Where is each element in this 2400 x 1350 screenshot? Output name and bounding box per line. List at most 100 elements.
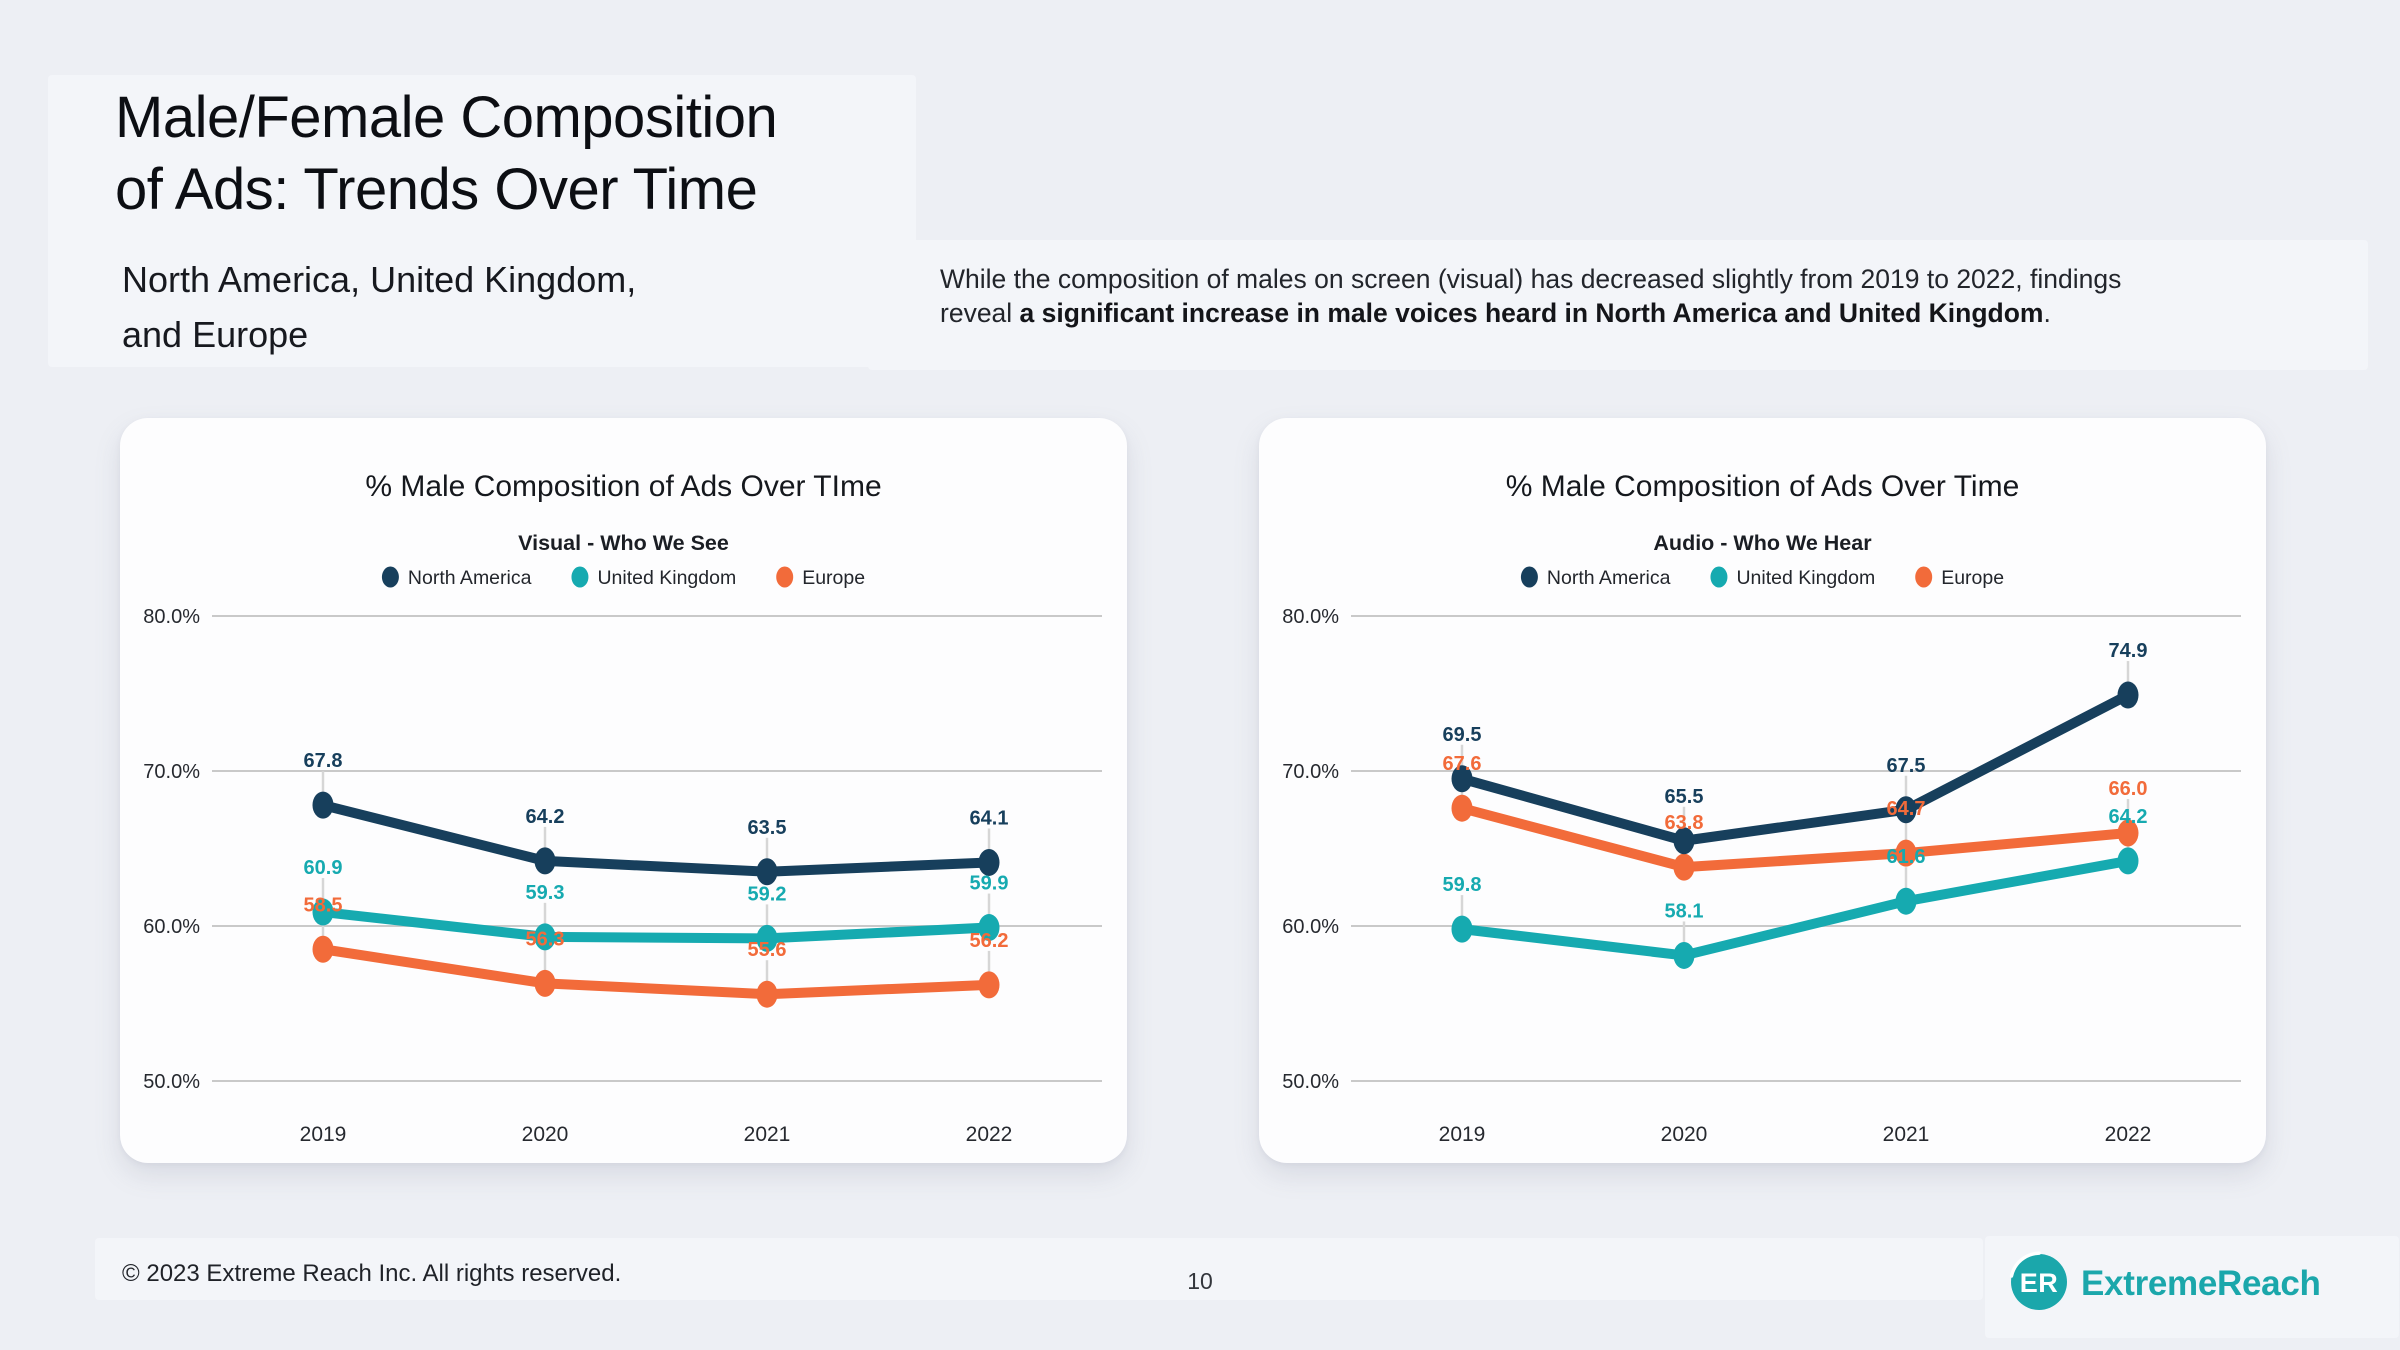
series-line-europe xyxy=(318,944,994,1000)
legend-label-europe: Europe xyxy=(802,567,865,589)
data-point-north-america-2021 xyxy=(756,858,778,886)
data-point-north-america-2022 xyxy=(2117,681,2139,709)
insight-line-2-bold: a significant increase in male voices he… xyxy=(1019,298,2044,328)
x-axis-label: 2019 xyxy=(300,1123,347,1146)
x-axis-label: 2022 xyxy=(966,1123,1013,1146)
legend-label-north-america: North America xyxy=(408,567,532,589)
data-point-europe-2022 xyxy=(978,971,1000,999)
visual-chart-card: % Male Composition of Ads Over TIme Visua… xyxy=(120,418,1127,1163)
data-label-united-kingdom-2022: 59.9 xyxy=(970,873,1009,895)
data-point-united-kingdom-2022 xyxy=(2117,847,2139,875)
data-label-europe-2022: 66.0 xyxy=(2109,778,2148,800)
extremereach-logo-graphic: ER ExtremeReach xyxy=(2009,1251,2321,1310)
x-axis-label: 2021 xyxy=(744,1123,791,1146)
legend-label-north-america: North America xyxy=(1547,567,1671,589)
data-label-united-kingdom-2022: 64.2 xyxy=(2109,806,2148,828)
y-axis-label: 50.0% xyxy=(1282,1071,1339,1093)
audio-chart: % Male Composition of Ads Over Time Audio… xyxy=(1282,470,2241,1146)
chart-subtitle: Visual - Who We See xyxy=(518,531,729,555)
data-label-north-america-2020: 65.5 xyxy=(1665,786,1704,808)
y-axis-label: 60.0% xyxy=(143,916,200,938)
data-point-north-america-2019 xyxy=(1451,765,1473,793)
legend-dot-united-kingdom xyxy=(1710,566,1728,588)
data-label-united-kingdom-2021: 61.6 xyxy=(1887,846,1926,868)
logo-monogram: ER xyxy=(2020,1268,2059,1298)
data-label-united-kingdom-2020: 59.3 xyxy=(526,882,565,904)
data-label-north-america-2019: 69.5 xyxy=(1443,724,1482,746)
chart-legend: North America United Kingdom Europe xyxy=(1520,566,2004,589)
data-label-europe-2019: 58.5 xyxy=(304,894,343,916)
audio-chart-card: % Male Composition of Ads Over Time Audio… xyxy=(1259,418,2266,1163)
data-label-europe-2019: 67.6 xyxy=(1443,753,1482,775)
data-label-north-america-2022: 64.1 xyxy=(970,807,1009,829)
series-line-europe xyxy=(1457,803,2133,873)
series-line-north-america xyxy=(318,800,994,877)
paragraph-background-panel xyxy=(868,240,2368,370)
chart-legend: North America United Kingdom Europe xyxy=(381,566,865,589)
data-point-united-kingdom-2020 xyxy=(1673,941,1695,969)
data-point-united-kingdom-2021 xyxy=(756,924,778,952)
page-title-line-1: Male/Female Composition xyxy=(115,85,778,150)
data-point-europe-2022 xyxy=(2117,819,2139,847)
data-point-europe-2021 xyxy=(756,980,778,1008)
data-point-north-america-2022 xyxy=(978,848,1000,876)
logo-circle xyxy=(2011,1254,2067,1310)
legend-label-united-kingdom: United Kingdom xyxy=(597,567,736,589)
data-point-united-kingdom-2020 xyxy=(534,923,556,951)
y-axis-label: 80.0% xyxy=(1282,606,1339,628)
page-subtitle: North America, United Kingdom, and Europ… xyxy=(122,252,636,362)
data-point-europe-2019 xyxy=(312,935,334,963)
y-axis-label: 50.0% xyxy=(143,1071,200,1093)
data-label-europe-2021: 64.7 xyxy=(1887,798,1926,820)
chart-subtitle: Audio - Who We Hear xyxy=(1653,531,1872,555)
title-background-panel xyxy=(48,75,916,367)
data-point-europe-2020 xyxy=(534,969,556,997)
x-axis-label: 2019 xyxy=(1439,1123,1486,1146)
legend-dot-north-america xyxy=(1520,566,1538,588)
chart-title: % Male Composition of Ads Over TIme xyxy=(365,470,881,503)
series-line-united-kingdom xyxy=(1457,855,2133,961)
data-point-north-america-2021 xyxy=(1895,796,1917,824)
legend-label-united-kingdom: United Kingdom xyxy=(1736,567,1875,589)
page-subtitle-line-1: North America, United Kingdom, xyxy=(122,259,637,300)
copyright-text: © 2023 Extreme Reach Inc. All rights res… xyxy=(122,1260,622,1287)
logo-crescent xyxy=(2009,1251,2041,1278)
x-axis-label: 2020 xyxy=(1661,1123,1708,1146)
data-label-europe-2020: 56.3 xyxy=(526,928,565,950)
data-label-north-america-2022: 74.9 xyxy=(2109,640,2148,662)
data-label-north-america-2019: 67.8 xyxy=(304,750,343,772)
legend-label-europe: Europe xyxy=(1941,567,2004,589)
visual-chart: % Male Composition of Ads Over TIme Visua… xyxy=(143,470,1102,1146)
chart-title: % Male Composition of Ads Over Time xyxy=(1506,470,2020,503)
data-point-north-america-2020 xyxy=(1673,827,1695,855)
data-label-united-kingdom-2019: 59.8 xyxy=(1443,874,1482,896)
data-point-united-kingdom-2022 xyxy=(978,914,1000,942)
data-label-united-kingdom-2020: 58.1 xyxy=(1665,900,1704,922)
series-line-north-america xyxy=(1457,690,2133,846)
x-axis-label: 2022 xyxy=(2105,1123,2152,1146)
data-label-north-america-2020: 64.2 xyxy=(526,806,565,828)
legend-dot-europe xyxy=(776,566,794,588)
data-label-europe-2021: 55.6 xyxy=(748,939,787,961)
x-axis-label: 2020 xyxy=(522,1123,569,1146)
data-label-united-kingdom-2019: 60.9 xyxy=(304,857,343,879)
page-number: 10 xyxy=(1187,1268,1213,1294)
data-label-europe-2020: 63.8 xyxy=(1665,812,1704,834)
extremereach-logo: ER ExtremeReach xyxy=(1995,1236,2399,1340)
insight-line-2-suffix: . xyxy=(2043,298,2051,328)
page-subtitle-line-2: and Europe xyxy=(122,314,309,355)
data-label-north-america-2021: 67.5 xyxy=(1887,755,1926,777)
y-axis-label: 70.0% xyxy=(1282,761,1339,783)
page-title-line-2: of Ads: Trends Over Time xyxy=(115,157,758,222)
legend-dot-united-kingdom xyxy=(571,566,589,588)
data-point-north-america-2020 xyxy=(534,847,556,875)
y-axis-label: 70.0% xyxy=(143,761,200,783)
data-label-north-america-2021: 63.5 xyxy=(748,817,787,839)
insight-paragraph: While the composition of males on screen… xyxy=(940,262,2400,330)
y-axis-label: 80.0% xyxy=(143,606,200,628)
footer-background-panel xyxy=(95,1238,1983,1300)
logo-wordmark: ExtremeReach xyxy=(2081,1264,2321,1303)
data-point-united-kingdom-2019 xyxy=(312,898,334,926)
data-point-europe-2021 xyxy=(1895,839,1917,867)
